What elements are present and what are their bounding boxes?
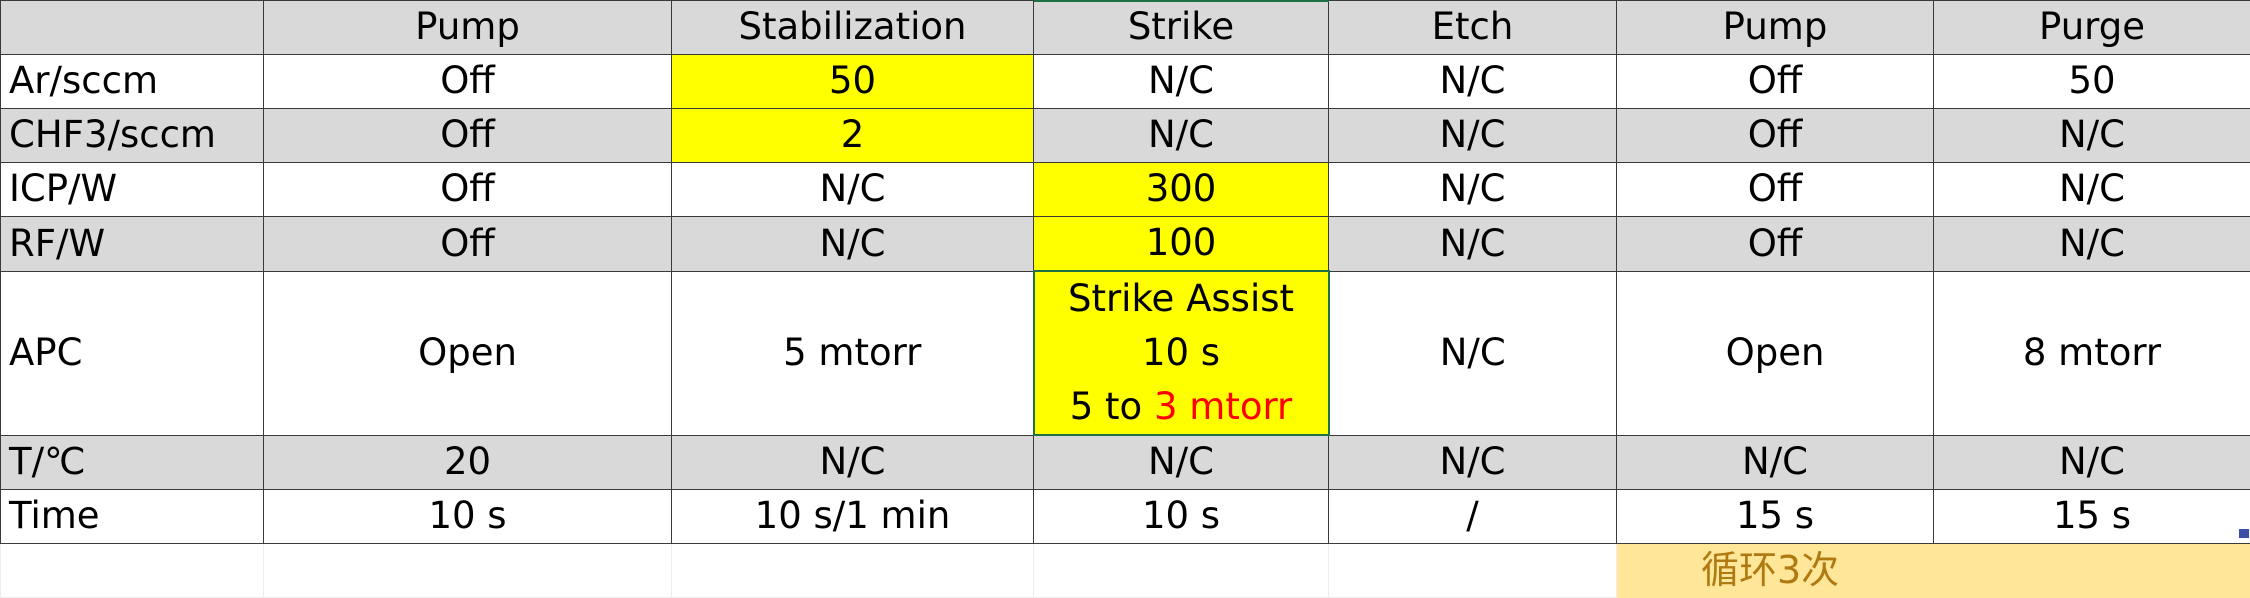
strike-apc-cell[interactable]: Strike Assist 10 s 5 to 3 mtorr <box>1034 271 1329 435</box>
table-row-temp: T/℃ 20 N/C N/C N/C N/C N/C <box>1 435 2250 490</box>
header-cell-etch[interactable]: Etch <box>1329 1 1617 55</box>
strike-apc-line-3-prefix: 5 to <box>1070 385 1154 428</box>
table-row-rf: RF/W Off N/C 100 N/C Off N/C <box>1 217 2250 272</box>
table-row-icp: ICP/W Off N/C 300 N/C Off N/C <box>1 163 2250 217</box>
row-label[interactable]: T/℃ <box>1 435 264 490</box>
row-label[interactable]: Time <box>1 490 264 544</box>
table-cell[interactable]: N/C <box>1329 217 1617 272</box>
active-column-edge <box>1034 0 1329 2</box>
row-label[interactable]: APC <box>1 271 264 435</box>
header-cell-purge[interactable]: Purge <box>1934 1 2250 55</box>
table-cell[interactable]: 15 s <box>1934 490 2250 544</box>
table-cell[interactable]: N/C <box>672 217 1034 272</box>
table-cell[interactable]: 8 mtorr <box>1934 271 2250 435</box>
table-cell[interactable]: N/C <box>1034 435 1329 490</box>
header-cell-empty[interactable] <box>1 1 264 55</box>
table-cell[interactable]: Off <box>264 217 672 272</box>
table-cell[interactable]: N/C <box>1617 435 1934 490</box>
table-cell[interactable]: / <box>1329 490 1617 544</box>
table-cell[interactable]: N/C <box>1934 109 2250 163</box>
empty-cell[interactable] <box>264 544 672 598</box>
cycle-note-cell[interactable]: 循环3次 <box>1617 544 2250 598</box>
header-cell-pump-2[interactable]: Pump <box>1617 1 1934 55</box>
empty-cell[interactable] <box>1329 544 1617 598</box>
table-cell[interactable]: 10 s <box>264 490 672 544</box>
table-cell[interactable]: N/C <box>1934 435 2250 490</box>
table-cell[interactable]: 300 <box>1034 163 1329 217</box>
table-cell[interactable]: N/C <box>1934 163 2250 217</box>
table-cell[interactable]: N/C <box>1329 55 1617 109</box>
table-cell[interactable]: Off <box>1617 109 1934 163</box>
table-cell[interactable]: N/C <box>1034 109 1329 163</box>
empty-cell[interactable] <box>1 544 264 598</box>
table-cell[interactable]: 10 s/1 min <box>672 490 1034 544</box>
table-cell[interactable]: N/C <box>1034 55 1329 109</box>
table-cell[interactable]: 2 <box>672 109 1034 163</box>
row-label[interactable]: Ar/sccm <box>1 55 264 109</box>
table-cell[interactable]: Off <box>264 109 672 163</box>
table-cell[interactable]: 100 <box>1034 217 1329 272</box>
table-cell[interactable]: N/C <box>1329 163 1617 217</box>
header-cell-stabilization[interactable]: Stabilization <box>672 1 1034 55</box>
row-label[interactable]: CHF3/sccm <box>1 109 264 163</box>
table-cell[interactable]: Open <box>1617 271 1934 435</box>
empty-cell[interactable] <box>672 544 1034 598</box>
row-label[interactable]: RF/W <box>1 217 264 272</box>
table-cell[interactable]: Open <box>264 271 672 435</box>
table-cell[interactable]: 15 s <box>1617 490 1934 544</box>
table-cell[interactable]: 10 s <box>1034 490 1329 544</box>
row-label[interactable]: ICP/W <box>1 163 264 217</box>
table-row-apc: APC Open 5 mtorr Strike Assist 10 s 5 to… <box>1 271 2250 435</box>
table-row-chf3: CHF3/sccm Off 2 N/C N/C Off N/C <box>1 109 2250 163</box>
strike-apc-line-2: 10 s <box>1035 326 1328 380</box>
header-row: Pump Stabilization Strike Etch Pump Purg… <box>1 1 2250 55</box>
fill-handle[interactable] <box>2239 529 2249 538</box>
table-cell[interactable]: 50 <box>1934 55 2250 109</box>
table-cell[interactable]: 20 <box>264 435 672 490</box>
table-cell[interactable]: N/C <box>672 163 1034 217</box>
table-cell[interactable]: Off <box>1617 55 1934 109</box>
table-cell[interactable]: N/C <box>1329 109 1617 163</box>
empty-cell[interactable] <box>1034 544 1329 598</box>
table-cell[interactable]: Off <box>1617 217 1934 272</box>
table-row-ar: Ar/sccm Off 50 N/C N/C Off 50 <box>1 55 2250 109</box>
table-cell[interactable]: N/C <box>1934 217 2250 272</box>
strike-apc-line-1: Strike Assist <box>1035 272 1328 326</box>
table-cell[interactable]: 50 <box>672 55 1034 109</box>
table-cell[interactable]: N/C <box>672 435 1034 490</box>
strike-apc-line-3: 5 to 3 mtorr <box>1035 380 1328 434</box>
table-cell[interactable]: Off <box>264 55 672 109</box>
note-row: 循环3次 <box>1 544 2250 598</box>
header-cell-pump[interactable]: Pump <box>264 1 672 55</box>
table-cell[interactable]: Off <box>264 163 672 217</box>
table-cell[interactable]: Off <box>1617 163 1934 217</box>
header-cell-strike[interactable]: Strike <box>1034 1 1329 55</box>
table-cell[interactable]: N/C <box>1329 435 1617 490</box>
table-cell[interactable]: 5 mtorr <box>672 271 1034 435</box>
table-row-time: Time 10 s 10 s/1 min 10 s / 15 s 15 s <box>1 490 2250 544</box>
table-cell[interactable]: N/C <box>1329 271 1617 435</box>
strike-apc-line-3-red: 3 mtorr <box>1154 385 1292 428</box>
